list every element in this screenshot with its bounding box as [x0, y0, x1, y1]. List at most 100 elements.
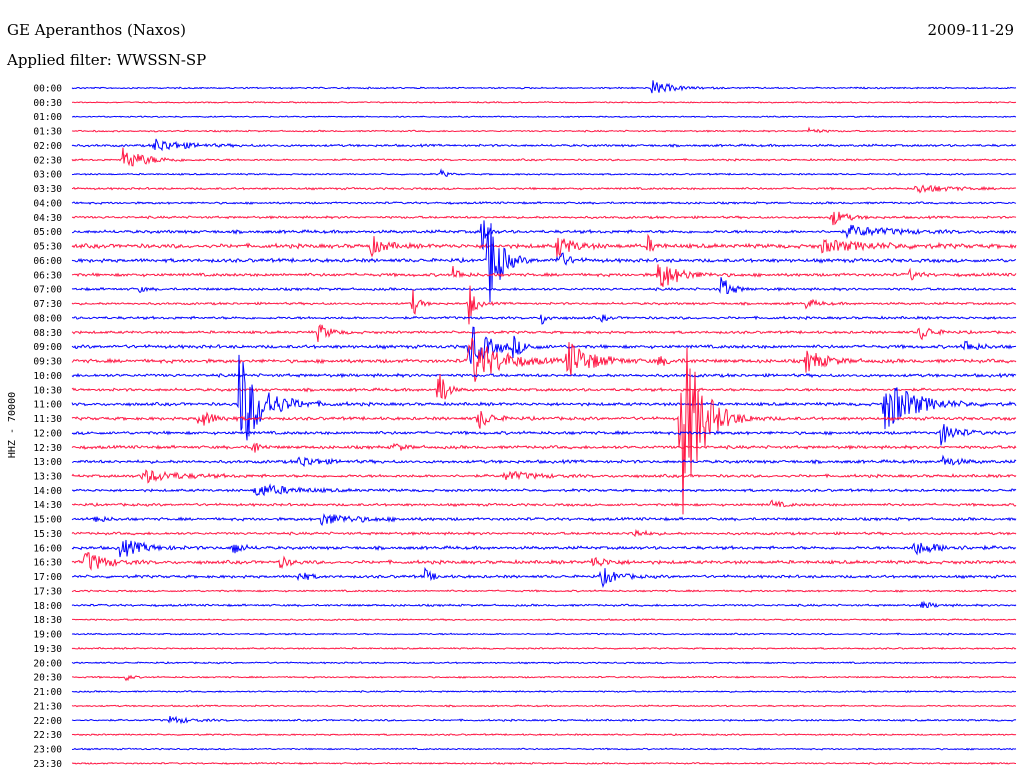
time-tick-label: 20:30 [33, 673, 62, 684]
time-tick-label: 02:00 [33, 141, 62, 152]
trace-row [71, 552, 1017, 571]
trace-row [71, 483, 1017, 497]
time-tick-label: 15:00 [33, 515, 62, 526]
trace-row [71, 674, 1017, 682]
time-tick-label: 12:30 [33, 443, 62, 454]
trace-row [71, 689, 1017, 694]
time-tick-label: 17:00 [33, 572, 62, 583]
time-tick-label: 03:30 [33, 184, 62, 195]
trace-row [71, 126, 1017, 134]
time-tick-label: 03:00 [33, 170, 62, 181]
time-tick-label: 00:30 [33, 98, 62, 109]
trace-row [71, 618, 1017, 622]
time-tick-label: 23:00 [33, 745, 62, 756]
time-tick-label: 07:30 [33, 299, 62, 310]
time-tick-label: 19:30 [33, 644, 62, 655]
trace-row [71, 600, 1017, 609]
time-tick-label: 13:30 [33, 471, 62, 482]
trace-row [71, 374, 1017, 400]
trace-row [71, 704, 1017, 708]
time-tick-label: 12:00 [33, 428, 62, 439]
trace-row [71, 372, 1017, 379]
station-title: GE Aperanthos (Naxos) [7, 21, 186, 39]
trace-row [71, 499, 1017, 508]
time-tick-label: 20:00 [33, 658, 62, 669]
time-tick-label: 10:30 [33, 385, 62, 396]
time-tick-label: 21:30 [33, 701, 62, 712]
trace-row [71, 220, 1017, 251]
trace-row [71, 539, 1017, 558]
time-tick-label: 06:30 [33, 270, 62, 281]
date-label: 2009-11-29 [927, 21, 1014, 39]
trace-row [71, 326, 1017, 364]
time-tick-label: 00:00 [33, 84, 62, 95]
trace-row [71, 354, 1017, 441]
trace-row [71, 646, 1017, 650]
time-tick-label: 18:30 [33, 615, 62, 626]
trace-row [71, 528, 1017, 538]
time-tick-label: 22:00 [33, 716, 62, 727]
trace-row [71, 168, 1017, 177]
time-tick-label: 08:30 [33, 328, 62, 339]
trace-row [71, 201, 1017, 205]
trace-row [71, 715, 1017, 725]
trace-row [71, 285, 1017, 325]
trace-group [71, 80, 1017, 765]
time-tick-label: 11:30 [33, 414, 62, 425]
trace-row [71, 100, 1017, 104]
time-tick-label: 23:30 [33, 759, 62, 770]
time-tick-label: 21:00 [33, 687, 62, 698]
trace-row [71, 264, 1017, 287]
time-tick-label: 04:00 [33, 198, 62, 209]
trace-row [71, 347, 1017, 515]
time-tick-label: 05:00 [33, 227, 62, 238]
trace-row [71, 761, 1017, 765]
time-tick-label: 16:30 [33, 558, 62, 569]
y-axis-label: HHZ - 70000 [7, 392, 18, 458]
trace-row [71, 632, 1017, 636]
trace-row [71, 184, 1017, 194]
time-tick-label: 14:30 [33, 500, 62, 511]
trace-row [71, 147, 1017, 167]
trace-row [71, 469, 1017, 484]
time-tick-label: 13:00 [33, 457, 62, 468]
trace-row [71, 442, 1017, 453]
trace-row [71, 314, 1017, 325]
trace-row [71, 424, 1017, 446]
trace-row [71, 277, 1017, 295]
trace-row [71, 661, 1017, 665]
time-tick-label: 14:00 [33, 486, 62, 497]
time-tick-label: 01:00 [33, 112, 62, 123]
time-tick-label: 16:00 [33, 543, 62, 554]
trace-row [71, 138, 1017, 152]
time-tick-label: 08:00 [33, 313, 62, 324]
time-tick-label: 09:00 [33, 342, 62, 353]
time-tick-label: 07:00 [33, 285, 62, 296]
trace-row [71, 566, 1017, 589]
trace-row [71, 732, 1017, 737]
time-tick-label: 04:30 [33, 213, 62, 224]
time-tick-label: 18:00 [33, 601, 62, 612]
trace-row [71, 233, 1017, 258]
trace-row [71, 513, 1017, 526]
time-tick-label: 17:30 [33, 586, 62, 597]
time-tick-label: 09:30 [33, 357, 62, 368]
time-tick-label: 22:30 [33, 730, 62, 741]
trace-row [71, 747, 1017, 751]
time-tick-label: 05:30 [33, 242, 62, 253]
trace-row [71, 454, 1017, 467]
time-tick-label: 11:00 [33, 400, 62, 411]
time-tick-group: 00:00 00:30 01:00 01:30 02:00 02:30 03:00 03:30… [33, 84, 62, 770]
time-tick-label: 15:30 [33, 529, 62, 540]
trace-row [71, 115, 1017, 119]
trace-row [71, 589, 1017, 593]
time-tick-label: 01:30 [33, 127, 62, 138]
trace-row [71, 324, 1017, 342]
time-tick-label: 02:30 [33, 155, 62, 166]
time-tick-label: 19:00 [33, 630, 62, 641]
time-tick-label: 06:00 [33, 256, 62, 267]
filter-label: Applied filter: WWSSN-SP [7, 51, 207, 69]
trace-row [71, 80, 1017, 94]
trace-row [71, 211, 1017, 226]
